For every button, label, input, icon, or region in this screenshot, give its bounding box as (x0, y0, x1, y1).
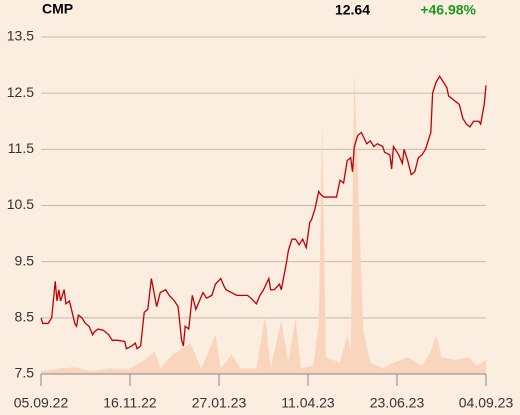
x-tick-label: 23.06.23 (370, 395, 425, 411)
x-tick-label: 11.04.23 (281, 395, 335, 411)
header-change: +46.98% (420, 2, 476, 18)
x-tick-label: 27.01.23 (192, 395, 247, 411)
y-tick-label: 13.5 (7, 28, 34, 44)
y-tick-label: 8.5 (15, 309, 35, 325)
header-label: CMP (42, 1, 73, 17)
x-tick-label: 16.11.22 (103, 395, 157, 411)
x-tick-label: 04.09.23 (459, 395, 514, 411)
y-tick-label: 10.5 (7, 196, 34, 212)
y-tick-label: 12.5 (7, 84, 34, 100)
price-line (40, 75, 487, 350)
y-tick-label: 11.5 (8, 140, 34, 156)
y-tick-label: 9.5 (15, 252, 35, 268)
header-price: 12.64 (335, 2, 370, 18)
x-tick-label: 05.09.22 (14, 395, 69, 411)
y-tick-label: 7.5 (15, 365, 35, 381)
